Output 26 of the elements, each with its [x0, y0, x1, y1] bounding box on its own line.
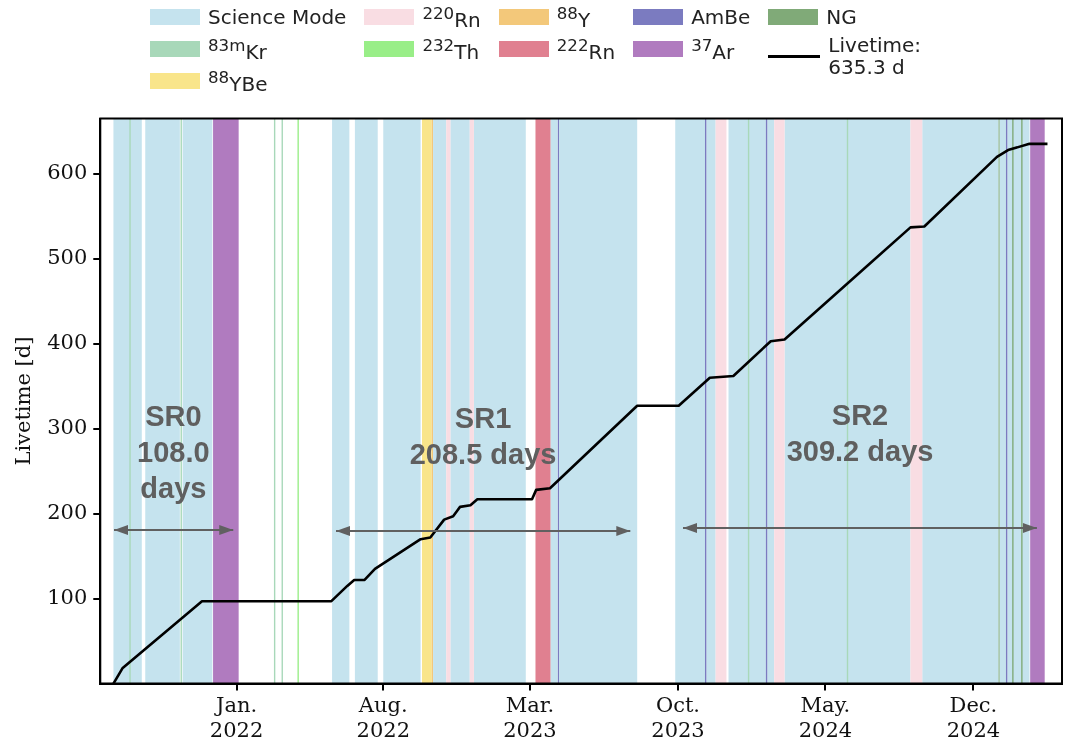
x-tick-label: Oct. 2023: [651, 692, 705, 742]
x-tick-label: Jan. 2022: [209, 692, 264, 742]
y-tick-label: 100: [47, 585, 88, 610]
legend-label: AmBe: [691, 5, 751, 29]
legend-label: $^{88}$YBe: [208, 67, 268, 96]
x-tick-label: Mar. 2023: [503, 692, 557, 742]
annotation: SR2 309.2 days: [786, 399, 934, 468]
legend-label: NG: [826, 5, 857, 29]
legend-label: Livetime: 635.3 d: [828, 33, 923, 79]
legend-label: Science Mode: [208, 5, 347, 29]
x-tick-label: Aug. 2022: [356, 692, 410, 742]
y-tick-label: 600: [47, 160, 88, 185]
legend-label: $^{232}$Th: [422, 35, 480, 64]
legend-label: $^{222}$Rn: [556, 35, 616, 64]
x-tick-label: Dec. 2024: [946, 692, 1001, 742]
y-axis-title: Livetime [d]: [11, 336, 36, 466]
annotation: SR0 108.0 days: [137, 399, 210, 504]
legend-label: $^{220}$Rn: [422, 3, 481, 32]
legend-label: $^{83m}$Kr: [208, 35, 267, 64]
x-tick-label: May. 2024: [798, 692, 853, 742]
y-tick-label: 300: [47, 415, 88, 440]
legend-label: $^{88}$Y: [556, 3, 591, 32]
y-tick-label: 500: [47, 245, 88, 270]
y-tick-label: 200: [47, 500, 88, 525]
y-tick-label: 400: [47, 330, 88, 355]
legend-label: $^{37}$Ar: [691, 35, 735, 64]
